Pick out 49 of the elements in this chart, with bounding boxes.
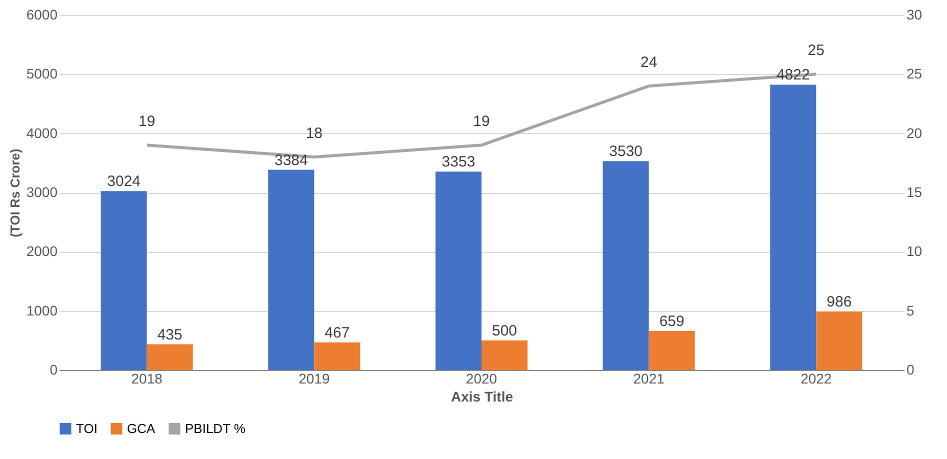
y2-tick-label: 10 bbox=[906, 243, 922, 260]
bar bbox=[435, 172, 482, 370]
y-axis-title: (TOI Rs Crore) bbox=[7, 148, 22, 238]
y-tick-label: 3000 bbox=[26, 184, 58, 200]
data-label: 467 bbox=[324, 324, 350, 342]
y-tick-label: 6000 bbox=[26, 6, 58, 22]
bar bbox=[602, 161, 649, 370]
y-tick-label: 1000 bbox=[26, 302, 58, 318]
data-label: 659 bbox=[659, 313, 684, 330]
data-label: 3353 bbox=[442, 154, 476, 171]
x-tick-label: 2021 bbox=[633, 370, 665, 386]
data-label: 3024 bbox=[107, 173, 141, 190]
data-label: 3530 bbox=[609, 143, 643, 160]
data-label: 19 bbox=[473, 113, 490, 130]
y2-tick-label: 5 bbox=[906, 302, 914, 318]
y2-tick-label: 15 bbox=[906, 184, 922, 200]
y2-tick-label: 30 bbox=[906, 6, 922, 22]
bar bbox=[100, 191, 147, 370]
data-label: 500 bbox=[492, 322, 518, 340]
x-tick-label: 2020 bbox=[466, 370, 498, 386]
legend-label: GCA bbox=[127, 420, 156, 436]
x-tick-label: 2018 bbox=[131, 370, 163, 386]
y-tick-label: 0 bbox=[50, 362, 58, 378]
bar bbox=[146, 344, 193, 370]
bar bbox=[770, 84, 816, 370]
bar bbox=[482, 340, 528, 370]
data-label: 18 bbox=[306, 125, 323, 142]
y-tick-label: 2000 bbox=[26, 243, 58, 260]
legend-label: TOI bbox=[76, 420, 98, 436]
y2-tick-label: 25 bbox=[906, 66, 922, 82]
bar bbox=[314, 342, 360, 370]
data-label: 24 bbox=[640, 54, 658, 71]
x-tick-label: 2022 bbox=[800, 370, 832, 386]
bar bbox=[648, 331, 695, 370]
x-axis-title: Axis Title bbox=[451, 388, 514, 404]
data-label: 986 bbox=[826, 294, 852, 311]
y2-tick-label: 0 bbox=[906, 362, 914, 378]
bar bbox=[816, 312, 862, 370]
data-label: 435 bbox=[157, 326, 182, 344]
bar bbox=[268, 170, 314, 370]
y-tick-label: 4000 bbox=[26, 124, 58, 141]
data-label: 19 bbox=[138, 113, 156, 130]
y2-tick-label: 20 bbox=[906, 124, 922, 141]
x-tick-label: 2019 bbox=[298, 370, 330, 386]
data-label: 25 bbox=[808, 42, 824, 60]
y-tick-label: 5000 bbox=[26, 66, 58, 82]
data-label: 4822 bbox=[776, 66, 810, 84]
data-label: 3384 bbox=[274, 152, 308, 169]
legend-label: PBILDT % bbox=[185, 420, 246, 436]
